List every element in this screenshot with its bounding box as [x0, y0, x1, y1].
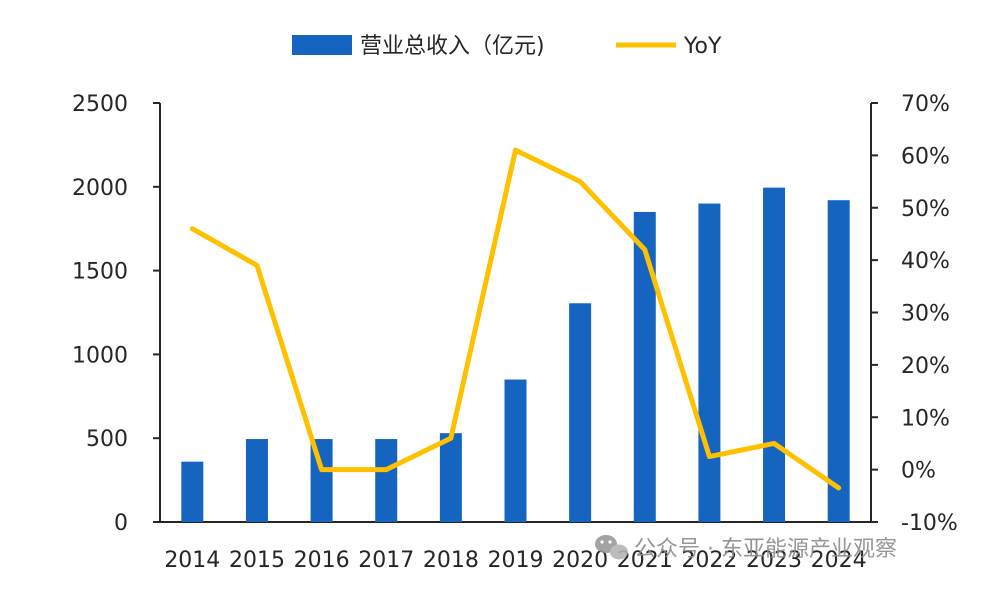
revenue-bar — [504, 379, 527, 522]
wechat-icon — [595, 535, 628, 560]
x-tick-label: 2018 — [423, 548, 479, 573]
x-tick-label: 2017 — [358, 548, 414, 573]
x-tick-label: 2015 — [229, 548, 285, 573]
x-tick-label: 2019 — [488, 548, 544, 573]
left-tick-label: 2500 — [72, 92, 128, 117]
revenue-bar — [827, 200, 850, 522]
right-tick-label: 60% — [901, 144, 950, 169]
revenue-bar — [375, 439, 398, 522]
watermark: 公众号 · 东亚能源产业观察 — [595, 535, 897, 562]
left-y-axis-ticks: 0 500 1000 1500 2000 2500 — [72, 92, 160, 536]
revenue-bar — [569, 303, 592, 522]
right-tick-label: 10% — [901, 406, 950, 431]
left-tick-label: 1000 — [72, 343, 128, 368]
x-tick-label: 2024 — [811, 548, 867, 573]
left-tick-label: 2000 — [72, 176, 128, 201]
revenue-bar — [698, 203, 721, 522]
revenue-bar — [181, 461, 204, 522]
revenue-bar — [633, 211, 656, 522]
watermark-text: 公众号 · 东亚能源产业观察 — [634, 537, 897, 562]
legend-bar-swatch — [292, 35, 352, 55]
yoy-line-series — [189, 147, 842, 491]
right-tick-label: 40% — [901, 249, 950, 274]
x-tick-label: 2016 — [294, 548, 350, 573]
right-tick-label: 30% — [901, 302, 950, 327]
x-axis-ticks: 2014 2015 2016 2017 2018 2019 2020 2021 2022 2023… — [164, 548, 866, 573]
right-y-axis-ticks: -10% 0% 10% 20% 30% 40% 50% 60% 70% — [871, 92, 958, 536]
legend-bar-label: 营业总收入（亿元) — [360, 34, 545, 59]
right-tick-label: 20% — [901, 354, 950, 379]
revenue-bar — [245, 439, 268, 522]
x-tick-label: 2023 — [746, 548, 802, 573]
right-tick-label: 70% — [901, 92, 950, 117]
left-tick-label: 500 — [86, 427, 128, 452]
x-tick-label: 2022 — [681, 548, 737, 573]
revenue-bar — [763, 187, 786, 522]
right-tick-label: -10% — [901, 511, 958, 536]
right-tick-label: 0% — [901, 459, 936, 484]
right-tick-label: 50% — [901, 197, 950, 222]
left-tick-label: 1500 — [72, 260, 128, 285]
legend-line-label: YoY — [683, 34, 722, 59]
revenue-bars — [181, 187, 850, 522]
revenue-bar — [439, 433, 462, 522]
left-tick-label: 0 — [114, 511, 128, 536]
legend: 营业总收入（亿元) YoY — [292, 34, 722, 59]
x-tick-label: 2014 — [164, 548, 220, 573]
x-tick-label: 2020 — [552, 548, 608, 573]
